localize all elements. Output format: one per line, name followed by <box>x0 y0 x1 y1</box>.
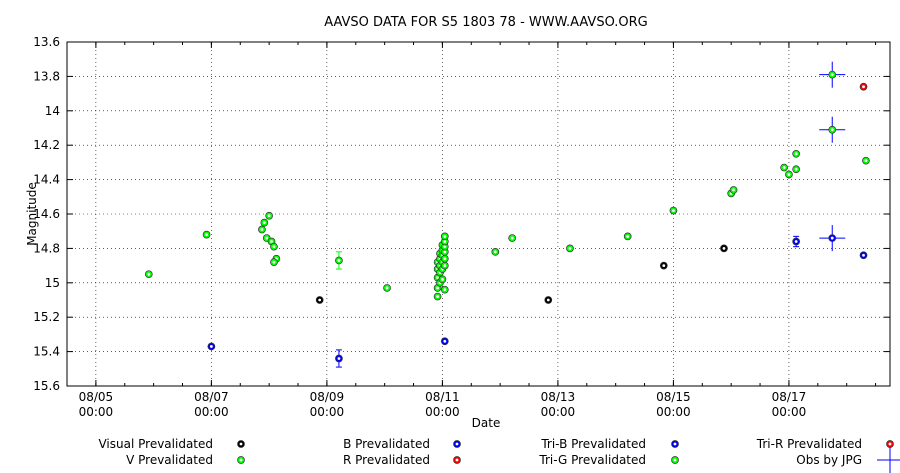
legend-marker-r-prevalidated-core <box>455 458 459 462</box>
point-v-prevalidated-core <box>794 167 798 171</box>
point-v-prevalidated-core <box>443 245 447 249</box>
point-v-prevalidated-core <box>436 286 439 290</box>
x-tick-label-time: 00:00 <box>79 405 114 419</box>
point-visual-prevalidated-core <box>318 298 322 302</box>
legend: Visual Prevalidated B Prevalidated Tri-B P… <box>98 437 900 473</box>
point-v-prevalidated-core <box>441 277 444 281</box>
point-visual-prevalidated-core <box>662 264 666 267</box>
y-axis-label: Magnitude <box>25 182 39 246</box>
point-b-prevalidated-core <box>337 357 341 360</box>
point-v-prevalidated-core <box>443 250 447 254</box>
point-visual-prevalidated-core <box>546 298 550 302</box>
legend-label-v-prevalidated: V Prevalidated <box>126 453 213 467</box>
point-v-prevalidated-core <box>443 257 447 261</box>
point-v-prevalidated-core <box>732 188 735 192</box>
plot-frame <box>66 41 891 387</box>
point-v-prevalidated-core <box>270 240 273 243</box>
y-tick-label: 14.4 <box>33 173 60 187</box>
grid-lines <box>67 42 890 386</box>
x-tick-label-date: 08/05 <box>79 390 114 404</box>
y-tick-label: 14.6 <box>33 207 60 221</box>
x-tick-label-date: 08/09 <box>310 390 345 404</box>
y-tick-label: 15.2 <box>33 310 60 324</box>
x-tick-label-date: 08/17 <box>772 390 807 404</box>
point-v-prevalidated-core <box>262 221 266 225</box>
point-visual-prevalidated-core <box>722 247 726 250</box>
point-v-prevalidated-core <box>385 286 389 290</box>
point-v-prevalidated-core <box>205 233 208 237</box>
point-v-prevalidated-core <box>672 209 675 212</box>
data-points <box>144 61 870 368</box>
y-tick-label: 14.8 <box>33 241 60 255</box>
x-tick-label-date: 08/15 <box>656 390 691 404</box>
legend-marker-tri-r-prevalidated-core <box>888 442 892 446</box>
point-v-prevalidated-core <box>337 259 341 262</box>
point-v-prevalidated-core <box>443 288 447 292</box>
y-tick-label: 14 <box>45 104 60 118</box>
y-tick-label: 13.8 <box>33 69 60 83</box>
legend-marker-v-prevalidated-core <box>239 458 243 462</box>
x-tick-label-date: 08/11 <box>425 390 460 404</box>
point-v-prevalidated-core <box>260 228 264 231</box>
point-v-prevalidated-core <box>782 166 786 169</box>
point-b-prevalidated-core <box>209 345 213 348</box>
x-tick-label-time: 00:00 <box>541 405 576 419</box>
legend-marker-tri-g-prevalidated-core <box>673 458 677 462</box>
point-v-prevalidated-core <box>147 272 151 276</box>
x-axis-label: Date <box>472 416 501 430</box>
point-v-prevalidated-core <box>267 214 271 218</box>
y-tick-label: 14.2 <box>33 138 60 152</box>
point-v-prevalidated-core <box>794 152 798 156</box>
legend-label-b-prevalidated: B Prevalidated <box>343 437 430 451</box>
legend-label-obs-by-jpg: Obs by JPG <box>796 453 862 467</box>
legend-label-visual-prevalidated: Visual Prevalidated <box>98 437 213 451</box>
legend-marker-visual-prevalidated-core <box>239 442 243 446</box>
x-axis-ticks: 08/0500:0008/0700:0008/0900:0008/1100:00… <box>66 42 877 419</box>
point-v-prevalidated-core <box>510 236 514 240</box>
legend-marker-b-prevalidated-core <box>455 442 459 446</box>
point-b-prevalidated-core <box>862 253 865 257</box>
point-v-prevalidated-core <box>787 173 791 176</box>
point-v-prevalidated-core <box>493 250 497 254</box>
legend-label-r-prevalidated: R Prevalidated <box>343 453 430 467</box>
x-tick-label-time: 00:00 <box>310 405 345 419</box>
point-v-prevalidated-core <box>568 247 572 250</box>
chart-title: AAVSO DATA FOR S5 1803 78 - WWW.AAVSO.OR… <box>324 15 648 30</box>
point-v-prevalidated-core <box>265 236 269 240</box>
point-b-prevalidated-core <box>794 240 798 243</box>
x-tick-label-time: 00:00 <box>656 405 691 419</box>
point-v-prevalidated-core <box>443 240 447 243</box>
point-v-prevalidated-core <box>272 260 276 264</box>
legend-label-tri-r-prevalidated: Tri-R Prevalidated <box>756 437 862 451</box>
y-tick-label: 15.4 <box>33 345 60 359</box>
y-axis-ticks: 13.6 13.8 14 14.2 14.4 14.6 14.8 15 15.2 15.4 15.6 <box>33 35 890 393</box>
point-v-prevalidated-core <box>626 234 630 238</box>
legend-marker-tri-b-prevalidated-core <box>673 442 677 446</box>
x-tick-label-date: 08/07 <box>194 390 229 404</box>
legend-label-tri-b-prevalidated: Tri-B Prevalidated <box>540 437 646 451</box>
legend-label-tri-g-prevalidated: Tri-G Prevalidated <box>538 453 646 467</box>
point-v-prevalidated-core <box>436 295 439 298</box>
x-tick-label-time: 00:00 <box>194 405 229 419</box>
point-v-prevalidated-core <box>436 276 439 280</box>
point-v-prevalidated-core <box>864 159 868 163</box>
x-tick-label-time: 00:00 <box>772 405 807 419</box>
y-tick-label: 15.6 <box>33 379 60 393</box>
point-r-prevalidated-core <box>862 85 865 89</box>
point-tri-g-prevalidated-core <box>830 73 834 77</box>
point-v-prevalidated-core <box>272 245 276 249</box>
y-tick-label: 13.6 <box>33 35 60 49</box>
point-b-prevalidated-core <box>443 339 447 343</box>
point-tri-b-prevalidated-core <box>830 236 834 240</box>
x-tick-label-time: 00:00 <box>425 405 460 419</box>
y-tick-label: 15 <box>45 276 60 290</box>
point-v-prevalidated-core <box>443 234 447 238</box>
x-tick-label-date: 08/13 <box>541 390 576 404</box>
point-v-prevalidated-core <box>443 264 447 267</box>
point-tri-g-prevalidated-core <box>830 128 834 132</box>
